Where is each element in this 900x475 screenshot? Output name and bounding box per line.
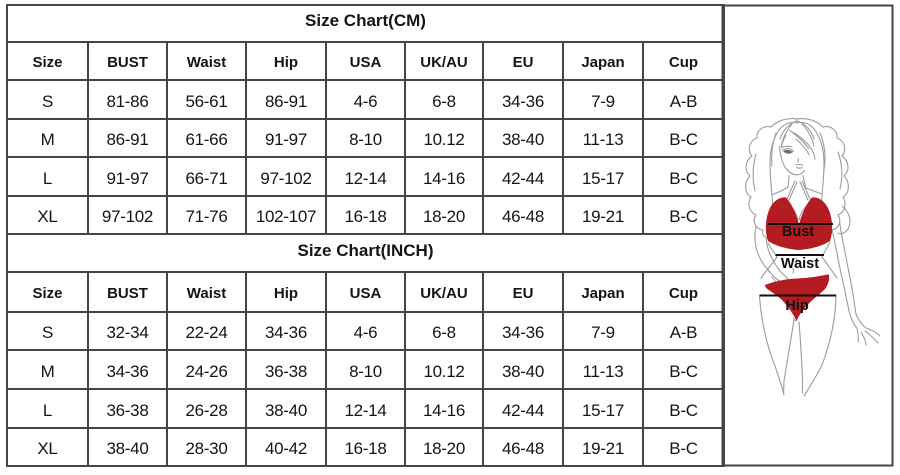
svg-text:Bust: Bust	[782, 224, 814, 240]
svg-text:Waist: Waist	[781, 256, 819, 272]
svg-text:Hip: Hip	[785, 298, 809, 314]
